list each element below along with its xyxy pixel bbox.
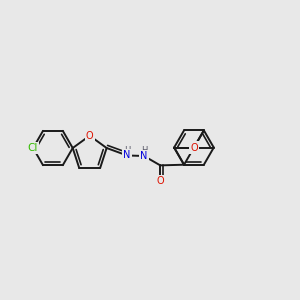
Text: H: H <box>141 146 147 155</box>
Text: Cl: Cl <box>27 143 37 153</box>
Text: O: O <box>190 142 198 152</box>
Text: N: N <box>123 151 131 160</box>
Text: O: O <box>190 142 198 152</box>
Text: O: O <box>157 176 164 186</box>
Text: O: O <box>190 142 198 152</box>
Text: O: O <box>86 131 94 141</box>
Text: N: N <box>140 151 148 161</box>
Text: H: H <box>124 146 130 154</box>
